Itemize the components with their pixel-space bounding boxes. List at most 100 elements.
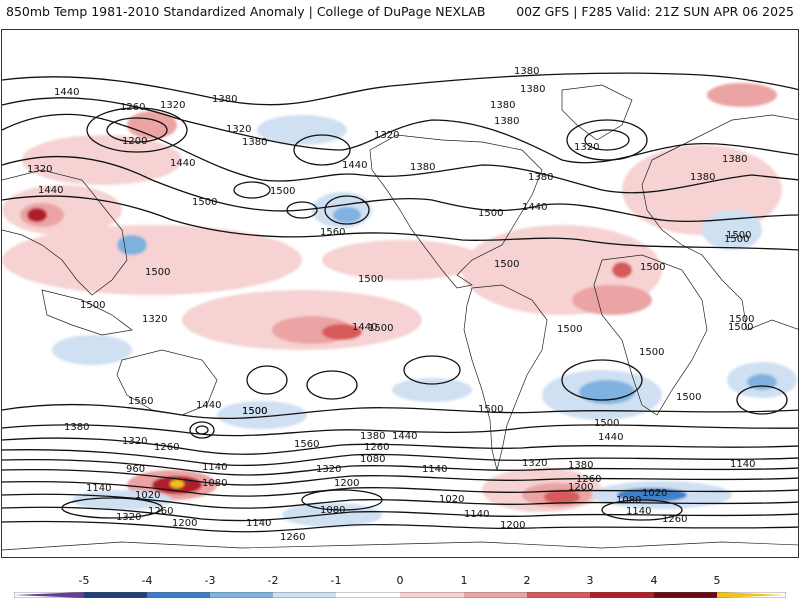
contour-label: 1320	[316, 464, 341, 475]
contour-low	[233, 181, 271, 199]
contour-high	[246, 365, 288, 395]
colorbar-tick-label: 4	[650, 574, 658, 587]
contour-high	[561, 359, 643, 401]
colorbar-tick-label: -4	[141, 574, 153, 587]
colorbar-segment	[527, 592, 590, 598]
warm-area	[544, 490, 580, 504]
contour-label: 960	[126, 464, 145, 475]
contour-low	[293, 134, 351, 166]
contour-label: 1380	[722, 154, 747, 165]
contour-label: 1440	[598, 432, 623, 443]
contour-label: 1440	[522, 202, 547, 213]
cold-area	[217, 401, 307, 429]
contour-high	[324, 195, 370, 225]
contour-line	[2, 480, 798, 497]
map-title: 850mb Temp 1981-2010 Standardized Anomal…	[6, 4, 486, 19]
colorbar-tick-label: 0	[396, 574, 404, 587]
contour-line	[2, 72, 798, 106]
cold-area	[333, 207, 361, 223]
contour-high	[736, 385, 788, 415]
contour-label: 1320	[226, 124, 251, 135]
contour-label: 1500	[724, 234, 749, 245]
contour-line	[2, 520, 798, 533]
warm-area	[127, 111, 177, 139]
coastline-australia	[116, 349, 218, 416]
warm-area	[612, 262, 632, 278]
contour-label: 1440	[342, 160, 367, 171]
contour-label: 1500	[270, 186, 295, 197]
contour-label: 1380	[212, 94, 237, 105]
contour-label: 1380	[520, 84, 545, 95]
colorbar-tick-label: -1	[330, 574, 342, 587]
contour-label: 1500	[594, 418, 619, 429]
contour-line	[2, 403, 798, 420]
contour-line	[2, 113, 798, 194]
contour-label: 1380	[360, 431, 385, 442]
contour-label: 1260	[576, 474, 601, 485]
contour-label: 1140	[202, 462, 227, 473]
contour-label: 1140	[246, 518, 271, 529]
contour-label: 1380	[528, 172, 553, 183]
colorbar-segment	[273, 592, 336, 598]
contour-label: 1260	[280, 532, 305, 543]
contour-label: 1320	[116, 512, 141, 523]
anomaly-map: 1380 1440 1260 1320 1380 1200 1320 1380 …	[2, 66, 798, 551]
contour-label: 1560	[320, 227, 345, 238]
contour-label: 1500	[368, 323, 393, 334]
coastline-antarctica	[2, 541, 798, 551]
contour-label: 1320	[522, 458, 547, 469]
coastline-east-asia	[2, 169, 128, 296]
contour-low	[86, 107, 188, 153]
contour-label: 1500	[676, 392, 701, 403]
warm-area	[322, 324, 362, 340]
contour-label: 1440	[38, 185, 63, 196]
cold-area	[257, 115, 347, 145]
colorbar-tick-label: 1	[460, 574, 468, 587]
contour-line	[2, 424, 798, 437]
anomaly-fill	[2, 83, 797, 527]
cold-area	[117, 235, 147, 255]
contour-label: 1260	[154, 442, 179, 453]
colorbar-segment	[654, 592, 717, 598]
contour-line	[2, 449, 798, 467]
colorbar-segment	[717, 592, 786, 598]
colorbar-segment	[14, 592, 84, 598]
contour-label: 1500	[729, 314, 754, 325]
contour-line	[2, 468, 798, 486]
contour-line	[2, 195, 798, 251]
contour-label: 1320	[574, 142, 599, 153]
header: 850mb Temp 1981-2010 Standardized Anomal…	[6, 4, 794, 22]
colorbar-segment	[400, 592, 464, 598]
contour-high	[306, 370, 358, 400]
contour-label: 1320	[160, 100, 185, 111]
contour-line	[2, 155, 798, 223]
coastlines	[2, 84, 798, 551]
contour-label: 1260	[662, 514, 687, 525]
colorbar-tick-label: -2	[267, 574, 279, 587]
colorbar-segment	[84, 592, 147, 598]
coastline-eurasia	[641, 114, 798, 331]
contour-label: 1200	[172, 518, 197, 529]
contour-label: 1500	[640, 262, 665, 273]
contour-line	[2, 493, 798, 509]
contour-low	[61, 497, 163, 519]
contour-label: 1500	[639, 347, 664, 358]
contour-label: 1380	[490, 100, 515, 111]
model-valid-time: 00Z GFS | F285 Valid: 21Z SUN APR 06 202…	[516, 4, 794, 19]
map-panel: 1380 1440 1260 1320 1380 1200 1320 1380 …	[1, 29, 799, 558]
contour-label: 1320	[27, 164, 52, 175]
contour-label: 1380	[514, 66, 539, 77]
colorbar-tick-label: 2	[523, 574, 531, 587]
coastline-south-america	[463, 284, 548, 471]
contour-low	[566, 119, 648, 161]
cold-area	[392, 378, 472, 402]
contour-line	[2, 437, 798, 455]
colorbar-segment	[336, 592, 400, 598]
cold-area	[52, 335, 132, 365]
warm-area	[27, 208, 47, 222]
contour-label: 1500	[478, 404, 503, 415]
warm-area	[170, 480, 184, 488]
contour-low	[106, 117, 168, 143]
colorbar-segment	[210, 592, 273, 598]
contour-label: 1440	[196, 400, 221, 411]
